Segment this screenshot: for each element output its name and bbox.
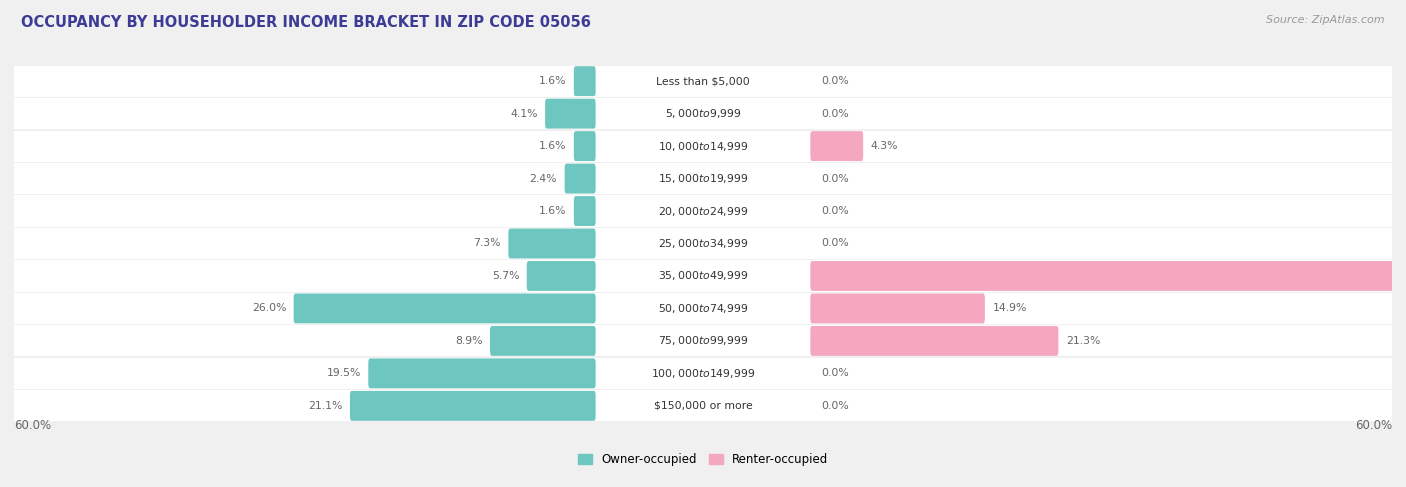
FancyBboxPatch shape (810, 294, 984, 323)
Text: 7.3%: 7.3% (474, 239, 501, 248)
Bar (14, 66, 1392, 97)
Text: $50,000 to $74,999: $50,000 to $74,999 (658, 302, 748, 315)
Text: $25,000 to $34,999: $25,000 to $34,999 (658, 237, 748, 250)
Text: $20,000 to $24,999: $20,000 to $24,999 (658, 205, 748, 218)
Bar (14, 131, 1392, 162)
Text: 21.3%: 21.3% (1066, 336, 1101, 346)
Text: $15,000 to $19,999: $15,000 to $19,999 (658, 172, 748, 185)
Text: 5.7%: 5.7% (492, 271, 519, 281)
FancyBboxPatch shape (350, 391, 596, 421)
FancyBboxPatch shape (810, 261, 1406, 291)
Bar (14, 261, 1392, 292)
Text: Less than $5,000: Less than $5,000 (657, 76, 749, 86)
Text: $75,000 to $99,999: $75,000 to $99,999 (658, 335, 748, 347)
Text: 0.0%: 0.0% (821, 173, 849, 184)
Text: 2.4%: 2.4% (530, 173, 557, 184)
Text: 60.0%: 60.0% (14, 419, 51, 432)
Bar (14, 325, 1392, 356)
Text: 0.0%: 0.0% (821, 239, 849, 248)
Text: 19.5%: 19.5% (326, 368, 361, 378)
Text: Source: ZipAtlas.com: Source: ZipAtlas.com (1267, 15, 1385, 25)
FancyBboxPatch shape (546, 99, 596, 129)
Bar (14, 195, 1392, 226)
FancyBboxPatch shape (294, 294, 596, 323)
Text: 0.0%: 0.0% (821, 109, 849, 119)
Legend: Owner-occupied, Renter-occupied: Owner-occupied, Renter-occupied (572, 449, 834, 471)
Text: 0.0%: 0.0% (821, 401, 849, 411)
Text: $5,000 to $9,999: $5,000 to $9,999 (665, 107, 741, 120)
Text: OCCUPANCY BY HOUSEHOLDER INCOME BRACKET IN ZIP CODE 05056: OCCUPANCY BY HOUSEHOLDER INCOME BRACKET … (21, 15, 591, 30)
Text: 1.6%: 1.6% (538, 76, 567, 86)
Text: 0.0%: 0.0% (821, 206, 849, 216)
FancyBboxPatch shape (509, 228, 596, 259)
Text: 21.1%: 21.1% (308, 401, 343, 411)
Bar (14, 293, 1392, 324)
Text: $150,000 or more: $150,000 or more (654, 401, 752, 411)
FancyBboxPatch shape (565, 164, 596, 193)
Text: 14.9%: 14.9% (993, 303, 1026, 314)
Text: 26.0%: 26.0% (252, 303, 287, 314)
FancyBboxPatch shape (810, 326, 1059, 356)
Text: $10,000 to $14,999: $10,000 to $14,999 (658, 140, 748, 152)
Bar (14, 390, 1392, 421)
Bar (14, 98, 1392, 129)
FancyBboxPatch shape (491, 326, 596, 356)
Text: $35,000 to $49,999: $35,000 to $49,999 (658, 269, 748, 282)
FancyBboxPatch shape (574, 131, 596, 161)
Text: 60.0%: 60.0% (1355, 419, 1392, 432)
FancyBboxPatch shape (368, 358, 596, 388)
Bar (14, 163, 1392, 194)
Text: 8.9%: 8.9% (456, 336, 482, 346)
Bar (14, 228, 1392, 259)
Bar (14, 358, 1392, 389)
FancyBboxPatch shape (574, 66, 596, 96)
Text: 0.0%: 0.0% (821, 76, 849, 86)
Text: 0.0%: 0.0% (821, 368, 849, 378)
FancyBboxPatch shape (527, 261, 596, 291)
Text: 1.6%: 1.6% (538, 206, 567, 216)
FancyBboxPatch shape (810, 131, 863, 161)
Text: 4.3%: 4.3% (870, 141, 898, 151)
FancyBboxPatch shape (574, 196, 596, 226)
Text: 1.6%: 1.6% (538, 141, 567, 151)
Text: $100,000 to $149,999: $100,000 to $149,999 (651, 367, 755, 380)
Text: 4.1%: 4.1% (510, 109, 537, 119)
